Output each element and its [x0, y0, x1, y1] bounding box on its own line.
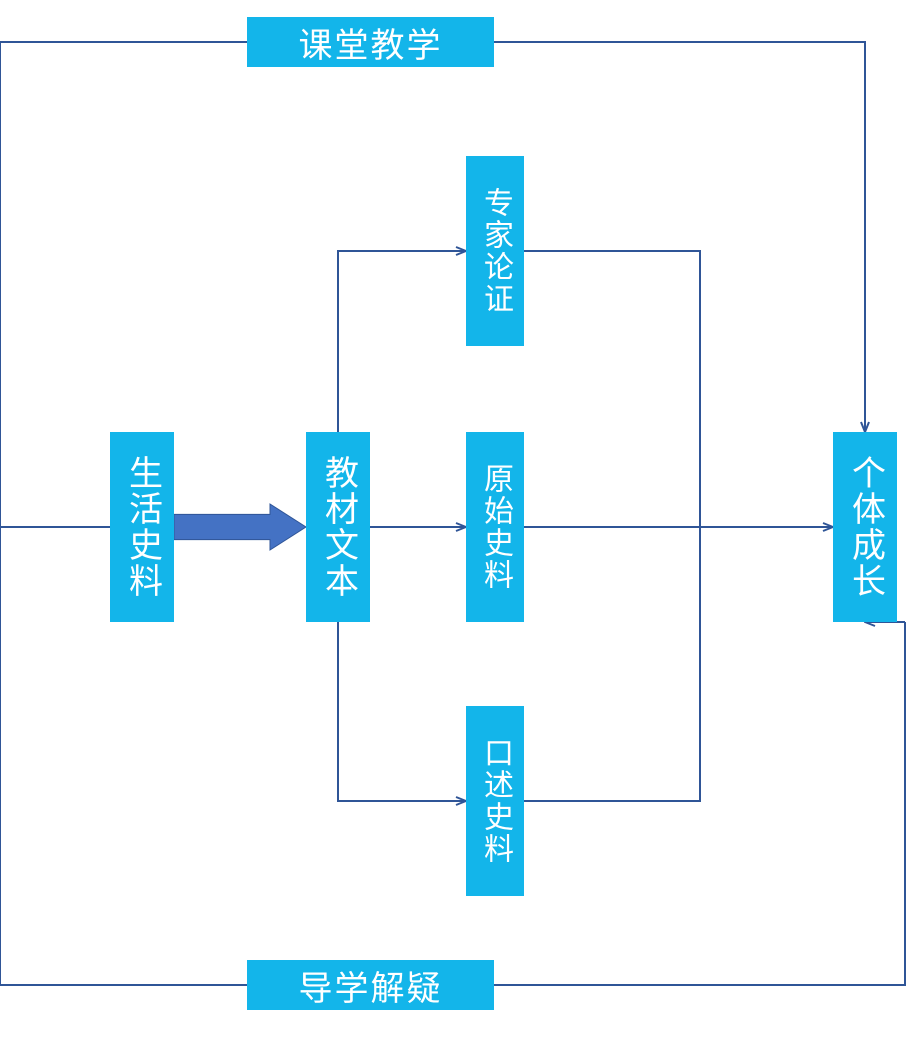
node-life_material: 生活史料 [110, 432, 174, 622]
node-original: 原始史料 [466, 432, 524, 622]
node-textbook: 教材文本 [306, 432, 370, 622]
edge-6 [524, 527, 700, 801]
thick-arrow [174, 504, 306, 550]
node-growth: 个体成长 [833, 432, 897, 622]
node-oral: 口述史料 [466, 706, 524, 896]
edge-5 [524, 251, 700, 527]
node-top_label: 课堂教学 [247, 17, 494, 67]
edge-8 [494, 42, 865, 432]
edge-10 [494, 622, 905, 985]
edge-2 [338, 251, 466, 432]
node-expert: 专家论证 [466, 156, 524, 346]
node-bottom_label: 导学解疑 [247, 960, 494, 1010]
edge-3 [338, 622, 466, 801]
